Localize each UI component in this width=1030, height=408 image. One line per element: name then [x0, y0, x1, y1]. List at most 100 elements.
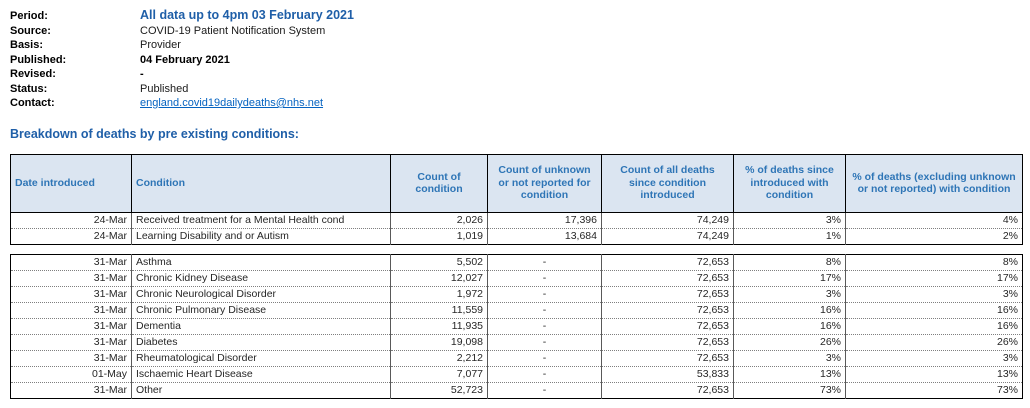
cell-pct-deaths-excluding: 26% [845, 334, 1023, 351]
table-row: 24-Mar Received treatment for a Mental He… [10, 212, 1023, 229]
cell-date-introduced: 31-Mar [10, 350, 132, 367]
table-group-conditions: 31-Mar Asthma 5,502-72,653 8% 8% 31-Mar Chroni… [10, 254, 1023, 398]
cell-condition: Ischaemic Heart Disease [131, 366, 391, 383]
cell-condition: Chronic Neurological Disorder [131, 286, 391, 303]
meta-row-published: Published: 04 February 2021 [10, 53, 1022, 68]
table-group-spacer [10, 244, 1023, 254]
cell-pct-deaths: 1% [733, 228, 846, 244]
cell-condition: Dementia [131, 318, 391, 335]
revised-value: - [140, 68, 144, 80]
header-pct-deaths-excluding: % of deaths (excluding unknown or not re… [845, 153, 1023, 213]
cell-date-introduced: 31-Mar [10, 302, 132, 319]
meta-row-period: Period: All data up to 4pm 03 February 2… [10, 8, 1022, 24]
cell-pct-deaths: 17% [733, 270, 846, 287]
cell-count-unknown: - [487, 254, 602, 271]
published-label: Published: [10, 53, 67, 66]
cell-date-introduced: 31-Mar [10, 254, 132, 271]
basis-label: Basis: [10, 39, 44, 51]
header-count-all-deaths: Count of all deaths since condition intr… [601, 153, 734, 213]
cell-count-unknown: - [487, 270, 602, 287]
cell-count-of-condition: 7,077 [390, 366, 488, 383]
cell-pct-deaths-excluding: 16% [845, 302, 1023, 319]
cell-pct-deaths-excluding: 3% [845, 350, 1023, 367]
cell-count-all-deaths: 72,653 [601, 334, 734, 351]
cell-count-of-condition: 19,098 [390, 334, 488, 351]
cell-count-all-deaths: 72,653 [601, 270, 734, 287]
cell-date-introduced: 31-Mar [10, 382, 132, 398]
cell-count-all-deaths: 72,653 [601, 350, 734, 367]
cell-pct-deaths-excluding: 4% [845, 212, 1023, 229]
revised-label: Revised: [10, 68, 56, 80]
header-pct-deaths: % of deaths since introduced with condit… [733, 153, 846, 213]
cell-pct-deaths: 16% [733, 318, 846, 335]
cell-pct-deaths: 13% [733, 366, 846, 383]
report-meta: Period: All data up to 4pm 03 February 2… [10, 8, 1022, 111]
table-group-mental-health: 24-Mar Received treatment for a Mental He… [10, 212, 1023, 244]
meta-row-revised: Revised: - [10, 67, 1022, 82]
cell-count-all-deaths: 72,653 [601, 318, 734, 335]
cell-pct-deaths: 16% [733, 302, 846, 319]
cell-date-introduced: 24-Mar [10, 228, 132, 244]
meta-row-basis: Basis: Provider [10, 38, 1022, 53]
status-value: Published [140, 82, 189, 95]
cell-pct-deaths: 3% [733, 212, 846, 229]
contact-email-link[interactable]: england.covid19dailydeaths@nhs.net [140, 97, 324, 109]
meta-row-source: Source: COVID-19 Patient Notification Sy… [10, 24, 1022, 39]
cell-pct-deaths: 3% [733, 350, 846, 367]
header-count-unknown: Count of unknown or not reported for con… [487, 153, 602, 213]
cell-pct-deaths-excluding: 13% [845, 366, 1023, 383]
cell-count-all-deaths: 72,653 [601, 254, 734, 271]
cell-count-of-condition: 52,723 [390, 382, 488, 398]
table-row: 31-Mar Asthma 5,502-72,653 8% 8% [10, 254, 1023, 271]
period-value: All data up to 4pm 03 February 2021 [140, 8, 354, 22]
cell-condition: Rheumatological Disorder [131, 350, 391, 367]
cell-count-unknown: 13,684 [487, 228, 602, 244]
cell-count-all-deaths: 74,249 [601, 228, 734, 244]
status-label: Status: [10, 82, 48, 95]
cell-date-introduced: 31-Mar [10, 270, 132, 287]
cell-date-introduced: 31-Mar [10, 334, 132, 351]
cell-count-of-condition: 12,027 [390, 270, 488, 287]
cell-condition: Learning Disability and or Autism [131, 228, 391, 244]
cell-count-unknown: - [487, 286, 602, 303]
cell-pct-deaths-excluding: 16% [845, 318, 1023, 335]
cell-count-all-deaths: 72,653 [601, 302, 734, 319]
conditions-table: Date introduced Condition Count of condi… [10, 153, 1023, 399]
cell-count-unknown: - [487, 366, 602, 383]
section-title: Breakdown of deaths by pre existing cond… [10, 126, 299, 141]
cell-count-of-condition: 2,026 [390, 212, 488, 229]
cell-count-unknown: - [487, 350, 602, 367]
header-condition: Condition [131, 153, 391, 213]
cell-count-of-condition: 1,019 [390, 228, 488, 244]
cell-condition: Other [131, 382, 391, 398]
table-row: 31-Mar Chronic Neurological Disorder 1,972… [10, 286, 1023, 303]
meta-row-contact: Contact: england.covid19dailydeaths@nhs.… [10, 96, 1022, 111]
cell-count-unknown: - [487, 382, 602, 398]
source-value: COVID-19 Patient Notification System [140, 24, 326, 37]
cell-condition: Received treatment for a Mental Health c… [131, 212, 391, 229]
cell-pct-deaths-excluding: 73% [845, 382, 1023, 398]
table-row: 31-Mar Diabetes 19,098-72,653 26% 26% [10, 334, 1023, 351]
cell-count-unknown: - [487, 318, 602, 335]
meta-row-status: Status: Published [10, 82, 1022, 97]
cell-condition: Chronic Pulmonary Disease [131, 302, 391, 319]
cell-pct-deaths: 3% [733, 286, 846, 303]
cell-count-of-condition: 11,559 [390, 302, 488, 319]
cell-count-of-condition: 5,502 [390, 254, 488, 271]
cell-condition: Chronic Kidney Disease [131, 270, 391, 287]
cell-pct-deaths-excluding: 17% [845, 270, 1023, 287]
cell-pct-deaths-excluding: 2% [845, 228, 1023, 244]
cell-pct-deaths: 8% [733, 254, 846, 271]
cell-count-all-deaths: 53,833 [601, 366, 734, 383]
contact-label: Contact: [10, 97, 55, 109]
table-row: 31-Mar Rheumatological Disorder 2,212-72,6… [10, 350, 1023, 367]
cell-count-unknown: 17,396 [487, 212, 602, 229]
published-value: 04 February 2021 [140, 53, 230, 66]
cell-date-introduced: 31-Mar [10, 286, 132, 303]
spacer-cell [10, 244, 1023, 254]
cell-count-all-deaths: 72,653 [601, 286, 734, 303]
header-date-introduced: Date introduced [10, 153, 132, 213]
table-header: Date introduced Condition Count of condi… [10, 153, 1023, 213]
cell-date-introduced: 24-Mar [10, 212, 132, 229]
